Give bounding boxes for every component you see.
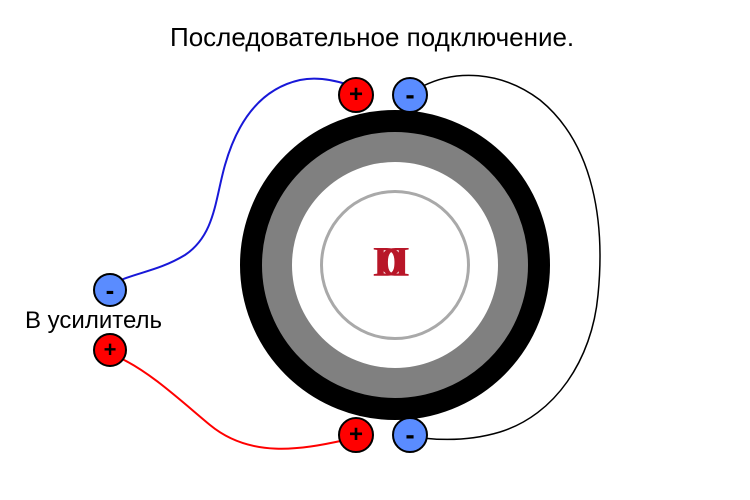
diagram-canvas: Последовательное подключение. В усилител… [0,0,750,500]
terminal-top-minus: - [392,77,428,113]
terminal-bottom-minus: - [392,417,428,453]
terminal-bottom-plus: + [338,417,374,453]
amplifier-label: В усилитель [25,307,162,335]
terminal-amp-minus: - [93,273,127,307]
diagram-title: Последовательное подключение. [170,22,574,53]
speaker-logo: DD [373,242,410,284]
terminal-top-plus: + [338,77,374,113]
terminal-amp-plus: + [93,333,127,367]
